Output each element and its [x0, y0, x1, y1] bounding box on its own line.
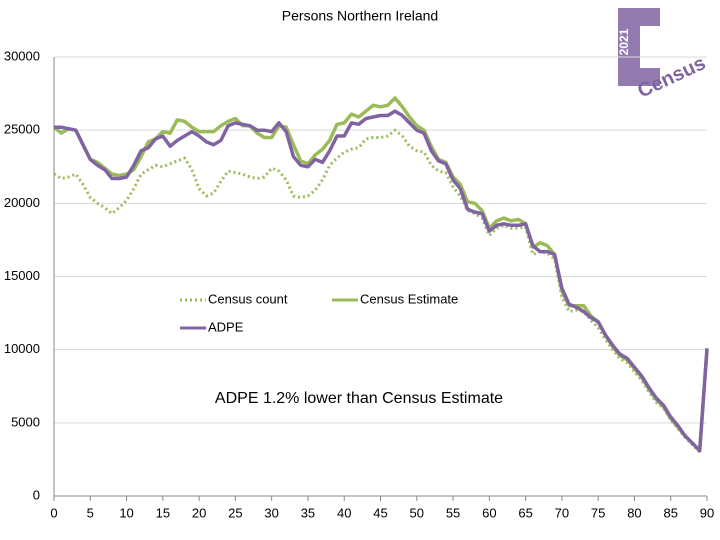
series-line: [53, 128, 701, 454]
x-tick-label: 65: [518, 505, 532, 520]
x-tick-label: 30: [264, 505, 278, 520]
logo-year: 2021: [617, 28, 631, 55]
legend-label: Census Estimate: [360, 291, 458, 306]
y-tick-label: 30000: [4, 48, 40, 63]
chart-title: Persons Northern Ireland: [282, 8, 438, 24]
logo-shape: [618, 8, 660, 86]
y-tick-label: 5000: [11, 414, 40, 429]
x-tick-label: 5: [87, 505, 94, 520]
y-tick-label: 25000: [4, 122, 40, 137]
y-tick-label: 15000: [4, 268, 40, 283]
x-tick-label: 25: [228, 505, 242, 520]
legend-label: Census count: [208, 291, 288, 306]
x-tick-label: 60: [482, 505, 496, 520]
x-tick-label: 80: [627, 505, 641, 520]
x-tick-label: 50: [410, 505, 424, 520]
legend-label: ADPE: [208, 319, 244, 334]
x-tick-label: 70: [555, 505, 569, 520]
x-tick-label: 85: [663, 505, 677, 520]
annotation: ADPE 1.2% lower than Census Estimate: [215, 390, 503, 407]
x-tick-label: 75: [591, 505, 605, 520]
x-tick-label: 15: [156, 505, 170, 520]
series-line: [54, 109, 709, 453]
x-tick-label: 0: [50, 505, 57, 520]
y-tick-label: 20000: [4, 195, 40, 210]
y-tick-label: 10000: [4, 341, 40, 356]
axes: 0 5000 10000 15000 20000 25000 30000 0 5 10 15 20 25…: [4, 48, 714, 520]
x-tick-label: 40: [337, 505, 351, 520]
census-logo: 2021 Census: [617, 8, 709, 103]
x-tick-label: 20: [192, 505, 206, 520]
logo-word: Census: [634, 52, 709, 102]
y-tick-label: 0: [33, 487, 40, 502]
x-tick-label: 10: [119, 505, 133, 520]
x-tick-label: 90: [700, 505, 714, 520]
x-tick-label: 35: [301, 505, 315, 520]
x-tick-label: 55: [446, 505, 460, 520]
x-tick-label: 45: [373, 505, 387, 520]
